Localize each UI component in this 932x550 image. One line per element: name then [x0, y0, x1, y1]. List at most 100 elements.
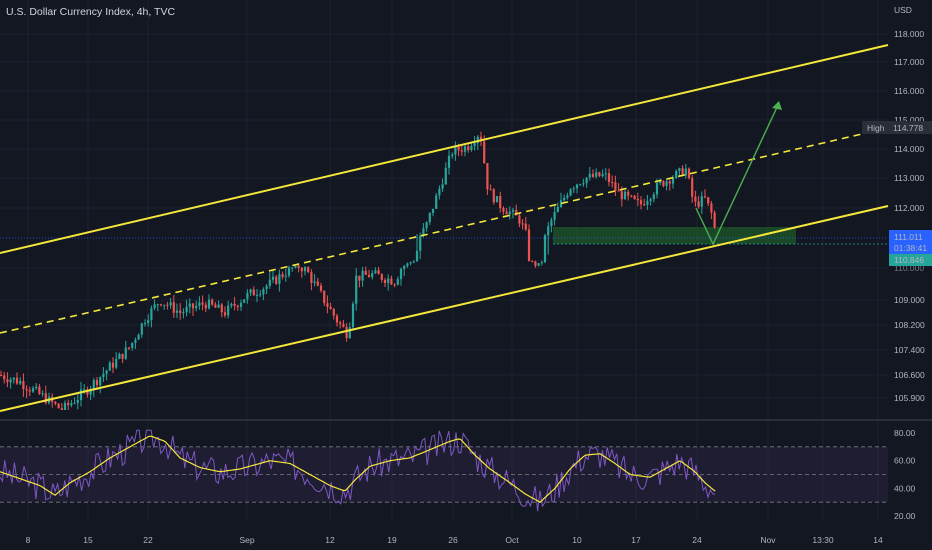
high-label: High [867, 123, 885, 133]
candle-body [585, 177, 588, 184]
candle-body [412, 261, 415, 263]
time-tick-label: 10 [572, 535, 582, 545]
candle-body [652, 194, 655, 200]
candle-body [588, 173, 591, 178]
candle-body [492, 189, 495, 203]
candle-body [175, 310, 179, 313]
candle-body [137, 334, 140, 340]
high-value: 114.778 [893, 123, 923, 133]
candle-body [198, 302, 201, 306]
time-tick-label: Sep [239, 535, 254, 545]
candle-body [316, 281, 319, 286]
candle-body [511, 210, 515, 212]
candle-body [479, 136, 483, 142]
candle-body [681, 168, 684, 176]
candle-body [518, 215, 521, 224]
time-tick-label: 24 [692, 535, 702, 545]
candle-body [393, 284, 396, 286]
candle-body [153, 304, 156, 309]
rsi-axis[interactable]: 80.00 60.00 40.00 20.00 [894, 428, 916, 521]
time-tick-label: 8 [26, 535, 31, 545]
candle-body [604, 173, 607, 175]
candle-body [28, 390, 31, 392]
candle-body [441, 184, 444, 189]
candle-body [614, 182, 617, 191]
candle-body [483, 141, 486, 164]
candle-body [550, 219, 553, 227]
rsi-tick-label: 20.00 [894, 511, 916, 521]
candle-body [671, 178, 675, 184]
candle-body [195, 305, 198, 309]
candle-body [662, 181, 665, 186]
candle-body [691, 178, 694, 197]
candle-body [687, 168, 691, 179]
price-axis[interactable]: 118.000 117.000 116.000 115.000 114.000 113.0… [894, 5, 925, 403]
candle-body [342, 323, 345, 327]
candle-body [249, 289, 252, 293]
candle-body [371, 272, 374, 278]
candle-body [217, 304, 220, 308]
rsi-series [0, 429, 716, 512]
candle-body [300, 267, 303, 272]
candle-body [243, 299, 246, 303]
candle-body [643, 204, 646, 206]
candle-body [111, 362, 115, 368]
candle-body [38, 386, 41, 394]
candle-body [268, 279, 271, 286]
candle-body [470, 146, 473, 151]
candle-body [236, 305, 239, 308]
candle-body [131, 342, 134, 348]
rsi-tick-label: 60.00 [894, 456, 916, 466]
candle-body [220, 304, 223, 313]
candle-body [636, 198, 639, 201]
candle-body [6, 379, 9, 383]
candle-body [246, 292, 249, 300]
candle-body [179, 310, 182, 313]
candle-body [44, 393, 47, 403]
candle-body [620, 191, 623, 200]
candle-body [489, 189, 492, 191]
rsi-line [0, 429, 716, 512]
candle-body [566, 195, 569, 198]
candle-body [12, 377, 15, 380]
time-tick-label: 17 [631, 535, 641, 545]
candle-body [361, 270, 364, 281]
candle-body [563, 197, 566, 201]
time-axis[interactable]: 8 15 22 Sep 12 19 26 Oct 10 17 24 Nov 13:30 14 [26, 535, 883, 545]
candle-body [559, 200, 563, 208]
candle-body [105, 370, 108, 374]
candle-body [396, 279, 399, 285]
candle-body [601, 174, 604, 177]
candle-body [147, 320, 150, 324]
candle-body [182, 312, 185, 314]
candle-body [287, 267, 291, 276]
candle-body [476, 136, 479, 144]
candle-body [95, 380, 99, 386]
candle-body [169, 302, 172, 306]
candle-body [425, 222, 428, 229]
level-price-value: 110.846 [894, 255, 924, 265]
candle-body [102, 373, 105, 378]
candle-body [403, 266, 406, 269]
candle-body [537, 263, 540, 266]
candle-body [543, 235, 547, 263]
price-tick-label: 114.000 [894, 144, 924, 154]
candle-body [345, 326, 348, 339]
candle-body [697, 201, 700, 207]
candle-body [454, 146, 457, 155]
candle-body [19, 381, 22, 384]
candle-body [185, 306, 188, 313]
candle-body [467, 146, 470, 151]
candle-body [707, 197, 710, 204]
price-tick-label: 109.000 [894, 295, 925, 305]
candle-body [521, 223, 524, 225]
candle-body [431, 208, 435, 213]
candle-body [134, 339, 137, 343]
price-tick-label: 106.600 [894, 370, 925, 380]
candle-body [473, 143, 476, 147]
support-zone-rect [553, 227, 796, 244]
price-tick-label: 112.000 [894, 203, 924, 213]
candle-body [156, 304, 159, 306]
